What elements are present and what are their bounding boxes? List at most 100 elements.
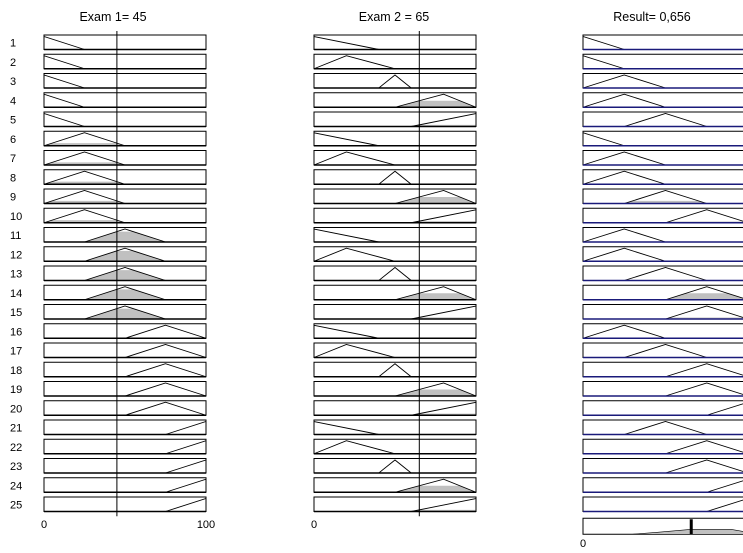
membership-function-exam1 — [43, 74, 85, 89]
rule-number: 20 — [10, 403, 22, 415]
activation-area — [84, 289, 166, 300]
rule-number: 1 — [10, 38, 16, 50]
membership-function-result — [624, 267, 707, 281]
rule-cell-result[interactable] — [582, 207, 743, 224]
membership-function-exam2 — [394, 478, 477, 493]
membership-function-exam1 — [124, 401, 207, 416]
membership-function-result — [665, 363, 743, 378]
rule-cell-exam2[interactable] — [313, 207, 477, 224]
rule-cell-exam2[interactable] — [313, 53, 477, 70]
membership-function-result — [582, 151, 666, 166]
rule-cell-exam2[interactable] — [313, 361, 477, 378]
activation-area — [395, 293, 476, 300]
rule-cell-result[interactable] — [582, 34, 743, 50]
membership-function-exam2 — [313, 324, 379, 339]
rule-cell-exam1[interactable] — [43, 477, 207, 493]
membership-function-exam1 — [84, 305, 166, 320]
membership-function-exam2 — [313, 228, 379, 243]
rule-cell-exam2[interactable] — [313, 458, 477, 474]
rule-cell-exam1[interactable] — [43, 92, 207, 108]
rule-cell-exam2[interactable] — [313, 438, 477, 455]
rule-cell-result[interactable] — [582, 53, 743, 70]
rule-cell-exam2[interactable] — [313, 400, 477, 416]
rule-number: 12 — [10, 249, 22, 261]
membership-function-exam1 — [84, 267, 166, 281]
membership-function-exam1 — [43, 112, 85, 127]
rule-cell-exam1[interactable] — [43, 73, 207, 89]
membership-function-exam2 — [313, 440, 396, 455]
rule-cell-exam2[interactable] — [313, 169, 477, 185]
rule-cell-exam2[interactable] — [313, 111, 477, 127]
rule-cell-exam2[interactable] — [313, 34, 477, 50]
rule-number: 17 — [10, 346, 22, 358]
rule-cell-exam1[interactable] — [43, 381, 207, 397]
rule-cell-exam1[interactable] — [43, 323, 207, 339]
membership-function-exam2 — [313, 35, 379, 50]
membership-function-result — [665, 286, 743, 301]
membership-function-exam1 — [165, 440, 207, 455]
rule-cell-result[interactable] — [582, 304, 743, 320]
membership-function-exam1 — [165, 497, 207, 512]
membership-function-exam1 — [84, 247, 166, 262]
rule-cell-exam1[interactable] — [43, 496, 207, 512]
membership-function-exam1 — [43, 55, 85, 70]
activation-area — [395, 389, 476, 396]
rule-cell-result[interactable] — [582, 458, 743, 474]
rule-cell-result[interactable] — [582, 361, 743, 378]
rule-number: 23 — [10, 461, 22, 473]
rule-cell-exam2[interactable] — [313, 130, 477, 147]
membership-function-exam2 — [313, 344, 396, 358]
rule-cell-exam2[interactable] — [313, 73, 477, 89]
rule-cell-result[interactable] — [582, 130, 743, 147]
rule-number: 14 — [10, 288, 22, 300]
rule-cell-exam1[interactable] — [43, 53, 207, 70]
membership-function-exam2 — [394, 93, 477, 108]
membership-function-result — [582, 247, 666, 262]
rule-number: 24 — [10, 480, 22, 492]
membership-function-result — [665, 459, 743, 474]
membership-function-exam2 — [378, 170, 412, 185]
membership-function-result — [665, 382, 743, 397]
membership-function-exam1 — [124, 382, 207, 397]
rule-cell-result[interactable] — [582, 496, 743, 512]
rule-cell-exam1[interactable] — [43, 419, 207, 435]
rule-cell-exam1[interactable] — [43, 111, 207, 127]
membership-function-result — [624, 344, 707, 358]
membership-function-result — [706, 403, 743, 416]
membership-function-result — [582, 132, 625, 147]
rule-cell-exam2[interactable] — [313, 304, 477, 320]
rule-cell-result[interactable] — [582, 381, 743, 397]
column-title-exam2: Exam 2 = 65 — [359, 10, 430, 24]
rule-number: 21 — [10, 423, 22, 435]
rule-cell-exam2[interactable] — [313, 227, 477, 243]
rule-cell-result[interactable] — [582, 477, 743, 493]
rule-cell-exam1[interactable] — [43, 458, 207, 474]
rule-cell-exam1[interactable] — [43, 438, 207, 455]
rule-cell-exam2[interactable] — [313, 265, 477, 281]
rule-number: 5 — [10, 115, 16, 127]
rule-number: 9 — [10, 192, 16, 204]
activation-area — [395, 485, 476, 493]
membership-function-result — [706, 480, 743, 493]
rule-cell-exam1[interactable] — [43, 34, 207, 50]
rule-cell-exam2[interactable] — [313, 150, 477, 166]
rule-number: 16 — [10, 326, 22, 338]
membership-function-exam1 — [124, 344, 207, 358]
rule-cell-exam1[interactable] — [43, 361, 207, 378]
membership-function-result — [582, 228, 666, 243]
rule-cell-exam2[interactable] — [313, 419, 477, 435]
rule-cell-exam2[interactable] — [313, 323, 477, 339]
rule-cell-exam2[interactable] — [313, 342, 477, 358]
rule-number: 22 — [10, 442, 22, 454]
membership-function-exam1 — [124, 324, 207, 339]
rule-cell-result[interactable] — [582, 400, 743, 416]
rule-cell-exam2[interactable] — [313, 246, 477, 262]
membership-function-result — [582, 324, 666, 339]
rule-cell-exam1[interactable] — [43, 342, 207, 358]
membership-function-exam1 — [43, 93, 85, 108]
rule-cell-exam2[interactable] — [313, 496, 477, 512]
rule-cell-exam1[interactable] — [43, 400, 207, 416]
rule-cell-result[interactable] — [582, 438, 743, 455]
membership-function-result — [624, 421, 707, 435]
